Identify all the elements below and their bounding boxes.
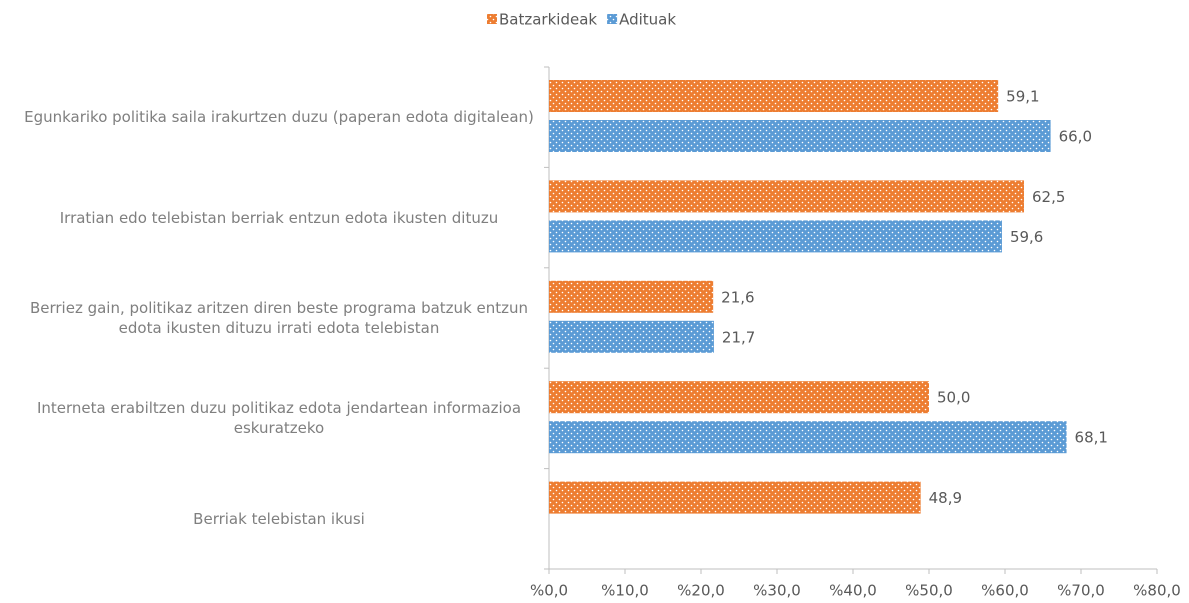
- x-tick-label: %0,0: [530, 582, 568, 600]
- bar: [549, 280, 714, 313]
- x-tick-label: %70,0: [1057, 582, 1105, 600]
- x-tick-label: %30,0: [753, 582, 801, 600]
- category-label: Berriak telebistan ikusi: [193, 509, 365, 528]
- bar: [549, 80, 999, 112]
- category-label: Egunkariko politika saila irakurtzen duz…: [24, 108, 534, 127]
- x-tick-label: %50,0: [905, 582, 953, 600]
- value-label: 50,0: [937, 389, 970, 407]
- bar: [549, 220, 1002, 253]
- bar: [549, 421, 1067, 454]
- legend-label: Adituak: [619, 11, 676, 29]
- x-tick-label: %20,0: [677, 582, 725, 600]
- legend-swatch: [607, 14, 618, 24]
- x-tick-label: %60,0: [981, 582, 1029, 600]
- bar: [549, 381, 929, 414]
- bar: [549, 120, 1051, 152]
- x-tick-label: %10,0: [601, 582, 649, 600]
- value-label: 62,5: [1032, 188, 1065, 206]
- value-label: 66,0: [1059, 128, 1092, 146]
- x-tick-label: %80,0: [1133, 582, 1181, 600]
- legend-label: Batzarkideak: [499, 11, 597, 29]
- category-label: Irratian edo telebistan berriak entzun e…: [59, 208, 499, 227]
- category-label: Interneta erabiltzen duzu politikaz edot…: [36, 399, 522, 438]
- x-tick-label: %40,0: [829, 582, 877, 600]
- value-label: 59,6: [1010, 228, 1043, 246]
- legend-swatch: [487, 14, 497, 24]
- bar: [549, 320, 714, 353]
- bar: [549, 481, 921, 514]
- value-label: 21,6: [721, 288, 754, 306]
- value-label: 68,1: [1075, 429, 1108, 447]
- bar: [549, 180, 1024, 213]
- value-label: 59,1: [1006, 88, 1039, 106]
- category-label: Berriez gain, politikaz aritzen diren be…: [29, 299, 529, 337]
- value-label: 21,7: [722, 328, 755, 346]
- value-label: 48,9: [929, 489, 962, 507]
